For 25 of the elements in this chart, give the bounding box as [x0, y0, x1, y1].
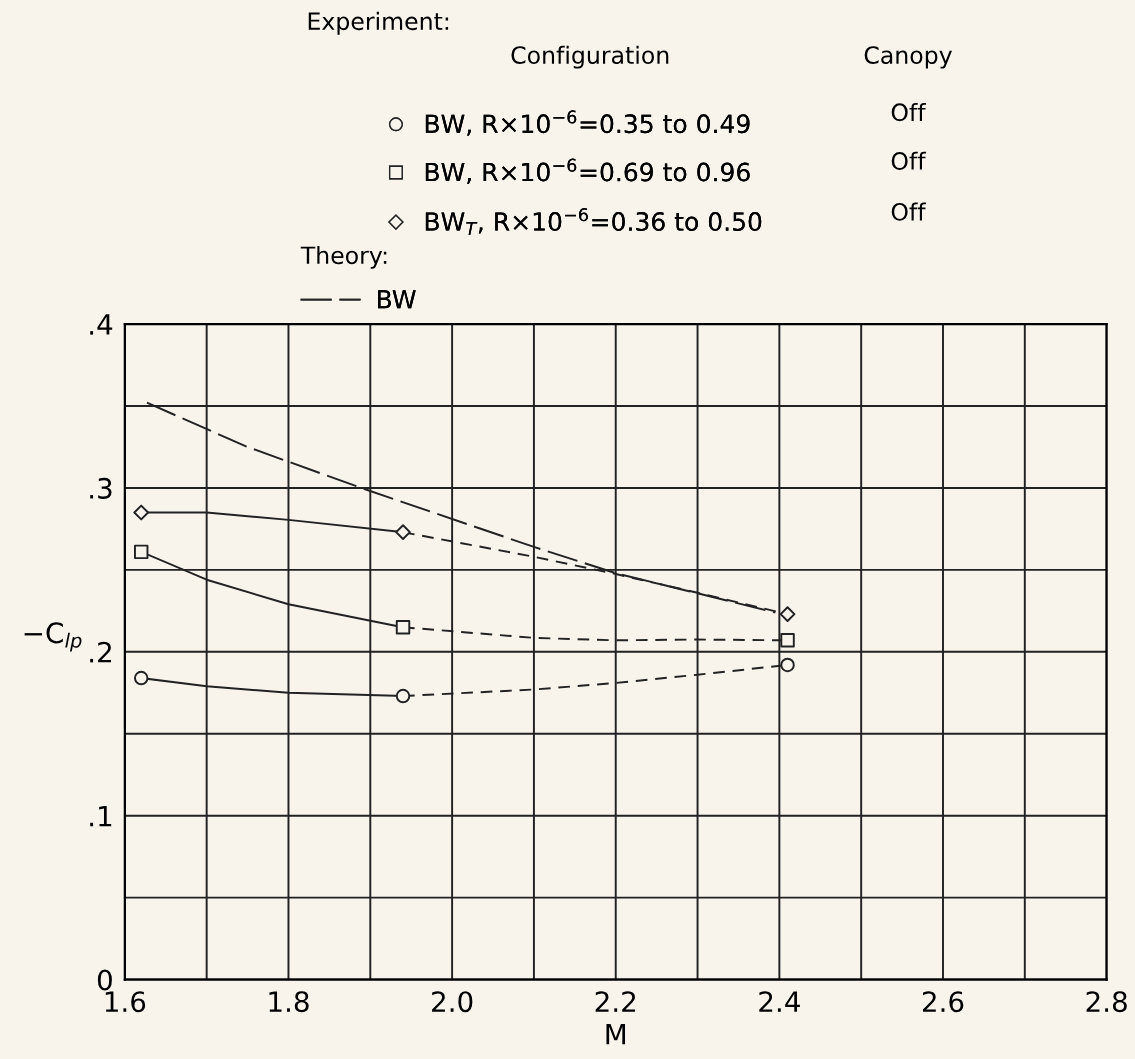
- x-tick-label: 2.8: [1086, 991, 1127, 1013]
- x-tick-label: 1.8: [269, 991, 309, 1013]
- y-tick-label: 0: [97, 969, 112, 991]
- y-axis-title: −C$_{lp}$: [24, 622, 82, 652]
- text: Configuration: [511, 45, 669, 69]
- text: Canopy: [864, 46, 952, 69]
- legend-label: BW, R×10$^{−6}$=0.35 to 0.49: [425, 110, 750, 136]
- y-tick-label: .1: [90, 806, 112, 827]
- y-tick-label: .3: [90, 477, 112, 499]
- x-axis-title: M: [606, 1023, 626, 1045]
- legend-label: BW$_{T}$, R×10$^{−6}$=0.36 to 0.50: [425, 208, 762, 235]
- x-tick-label: 2.6: [922, 991, 964, 1013]
- x-tick-label: 2.0: [432, 991, 473, 1013]
- text: Off: [891, 202, 927, 221]
- x-tick-label: 1.6: [105, 991, 146, 1013]
- text: Off: [891, 102, 927, 122]
- legend-label: BW: [378, 290, 416, 309]
- text: Off: [891, 151, 927, 170]
- x-tick-label: 2.4: [759, 991, 800, 1012]
- text: Theory:: [300, 245, 387, 269]
- x-tick-label: 2.2: [595, 991, 636, 1012]
- y-tick-label: .2: [90, 641, 111, 663]
- legend-label: BW, R×10$^{−6}$=0.69 to 0.96: [425, 158, 750, 185]
- text: Experiment:: [308, 11, 449, 35]
- y-tick-label: .4: [90, 314, 113, 335]
